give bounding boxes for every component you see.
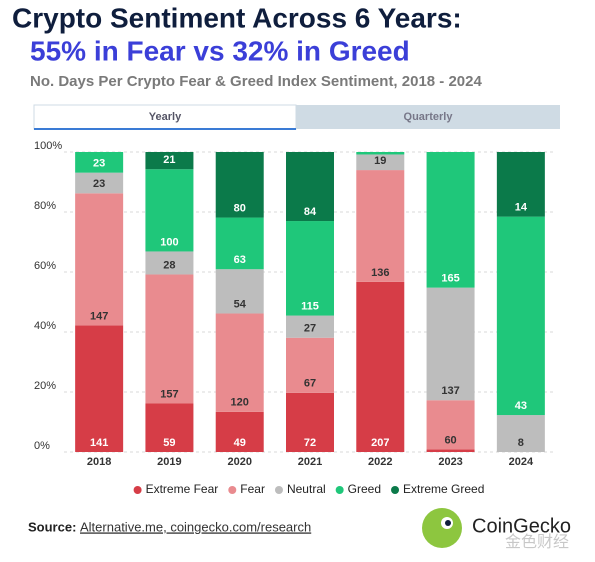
value-label: 84 [304,206,317,218]
value-label: 137 [441,385,459,397]
value-label: 27 [304,323,316,335]
brand: CoinGecko [472,515,571,537]
legend-label: Extreme Greed [403,482,484,496]
value-label: 115 [301,300,319,312]
value-label: 141 [90,437,108,449]
value-label: 28 [163,259,175,271]
bar-segment [286,152,334,222]
value-label: 67 [304,378,316,390]
bar-segment [286,392,334,452]
y-tick-label: 20% [34,380,56,392]
logo-icon [422,508,462,548]
bar-segment [215,217,264,270]
legend-label: Greed [348,482,381,496]
value-label: 63 [234,254,246,266]
y-tick-label: 60% [34,260,56,272]
bar-segment [356,170,405,282]
bar-segment [145,152,194,170]
bar-segment [496,152,545,217]
bar-segment [145,169,194,252]
bar-segment [286,221,334,316]
tab-label[interactable]: Quarterly [404,111,454,123]
value-label: 147 [90,310,108,322]
bar-segment [496,415,545,452]
legend-marker [274,486,283,494]
value-label: 165 [441,273,459,285]
bar-segment [215,269,264,314]
bar-segment [75,172,124,194]
tab-yearly[interactable] [33,104,297,130]
value-label: 157 [160,388,178,400]
bar-segment [426,449,475,452]
title: Crypto Sentiment Across 6 Years: [12,2,462,33]
y-tick-label: 80% [34,200,56,212]
legend-marker [335,486,344,494]
value-label: 59 [163,437,175,449]
tab-label[interactable]: Yearly [149,111,182,123]
bar-segment [215,411,264,452]
title-2: 55% in Fear vs 32% in Greed [30,35,410,66]
x-tick-label: 2023 [438,456,462,468]
bar-segment [145,274,194,404]
watermark: 金色财经 [505,533,569,551]
bar-segment [215,313,264,412]
legend-label: Fear [240,482,265,496]
bar-segment [356,154,405,171]
bar-segment [496,216,545,416]
tab-quarterly[interactable] [296,105,560,129]
legend-marker [228,486,237,494]
legend-label: Neutral [287,482,326,496]
bar-segment [356,152,405,155]
value-label: 23 [93,178,105,190]
bar-segment [426,152,475,288]
value-label: 19 [374,155,386,167]
value-label: 207 [371,437,389,449]
value-label: 72 [304,437,316,449]
x-tick-label: 2024 [509,456,534,468]
value-label: 23 [93,158,105,170]
legend-marker [133,486,142,494]
x-tick-label: 2022 [368,456,392,468]
value-label: 60 [444,434,456,446]
source-label: Source: [28,519,76,534]
bar-segment [215,152,264,218]
source-text[interactable]: Alternative.me, coingecko.com/research [80,519,311,534]
y-tick-label: 100% [34,140,62,152]
value-label: 120 [231,397,249,409]
value-label: 100 [160,236,178,248]
value-label: 14 [515,202,528,214]
x-tick-label: 2021 [298,456,322,468]
y-tick-label: 40% [34,320,56,332]
bar-segment [356,281,405,452]
legend-label: Extreme Fear [146,482,219,496]
bar-segment [145,251,194,275]
x-tick-label: 2019 [157,456,181,468]
value-label: 54 [234,298,247,310]
value-label: 136 [371,267,389,279]
bar-segment [426,400,475,450]
bar-segment [286,315,334,338]
plot: 0% 20% 40% 60% 80% 100% 141 147 23 23 2018 59 157 28 1… [34,140,556,496]
bar-segment [145,403,194,452]
x-tick-label: 2018 [87,456,111,468]
y-tick-label: 0% [34,440,50,452]
value-label: 8 [518,437,524,449]
bar-segment [75,325,124,452]
subtitle: No. Days Per Crypto Fear & Greed Index S… [30,73,482,90]
logo-pupil [445,520,451,526]
value-label: 21 [163,154,175,166]
bar-segment [426,287,475,401]
bar-segment [75,152,124,173]
legend-marker [391,486,400,494]
value-label: 49 [234,437,246,449]
bar-segment [75,193,124,326]
x-tick-label: 2020 [227,456,251,468]
value-label: 43 [515,400,527,412]
bar-segment [286,337,334,393]
value-label: 80 [234,202,246,214]
